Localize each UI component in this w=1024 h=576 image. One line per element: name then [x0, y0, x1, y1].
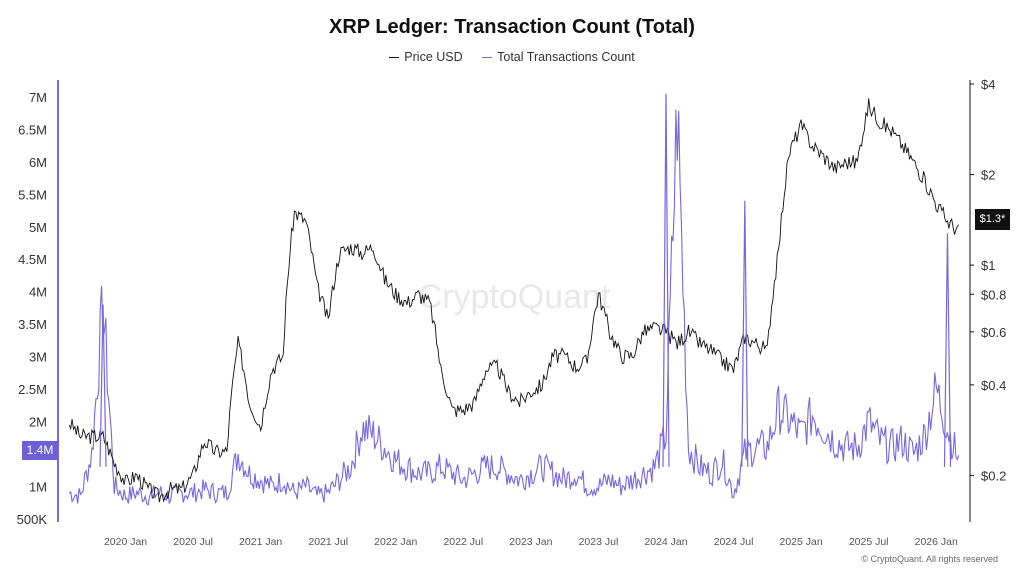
- y-right-tick-label: $0.4: [981, 378, 1006, 393]
- x-tick-label: 2023 Jan: [509, 536, 552, 548]
- x-tick-label: 2024 Jan: [644, 536, 687, 548]
- x-tick-label: 2021 Jul: [308, 536, 348, 548]
- y-left-tick-label: 3M: [29, 350, 47, 365]
- y-left-tick-label: 5.5M: [18, 187, 47, 202]
- legend-label-count: Total Transactions Count: [497, 50, 635, 64]
- x-tick-label: 2020 Jul: [173, 536, 213, 548]
- x-tick-label: 2022 Jul: [443, 536, 483, 548]
- y-left-tick-label: 2.5M: [18, 382, 47, 397]
- x-tick-label: 2021 Jan: [239, 536, 282, 548]
- series-line-transactions-count: [68, 109, 960, 506]
- y-left-tick-label: 6.5M: [18, 122, 47, 137]
- y-left-tick-label: 4M: [29, 285, 47, 300]
- y-left-tick-label: 500K: [17, 512, 48, 527]
- y-right-tick-label: $1: [981, 258, 995, 273]
- count-spike-point: [99, 304, 107, 467]
- x-tick-label: 2025 Jul: [849, 536, 889, 548]
- y-left-tick-label: 1M: [29, 479, 47, 494]
- x-tick-label: 2020 Jan: [104, 536, 147, 548]
- count-spike-point: [741, 200, 749, 467]
- x-tick-label: 2022 Jan: [374, 536, 417, 548]
- x-tick-label: 2025 Jan: [780, 536, 823, 548]
- y-left-tick-label: 5M: [29, 220, 47, 235]
- chart-title: XRP Ledger: Transaction Count (Total): [329, 16, 695, 38]
- y-left-tick-label: 3.5M: [18, 317, 47, 332]
- y-left-tick-label: 6M: [29, 155, 47, 170]
- legend-item-count[interactable]: Total Transactions Count: [482, 50, 635, 64]
- series-line-price-usd: [68, 98, 960, 503]
- count-spike-point: [943, 233, 952, 467]
- legend-swatch-count: [482, 57, 493, 59]
- watermark: CryptoQuant: [418, 278, 611, 316]
- copyright-footer: © CryptoQuant. All rights reserved: [861, 554, 998, 564]
- y-left-tick-label: 2M: [29, 414, 47, 429]
- current-count-badge: 1.4M: [22, 441, 58, 460]
- y-left-tick-label: 4.5M: [18, 252, 47, 267]
- y-left-tick-label: 7M: [29, 90, 47, 105]
- y-right-tick-label: $4: [981, 77, 995, 92]
- count-spike-point: [662, 93, 670, 467]
- legend: Price USD Total Transactions Count: [0, 50, 1024, 64]
- y-right-tick-label: $0.2: [981, 468, 1006, 483]
- y-right-tick-label: $2: [981, 168, 995, 183]
- current-price-badge: $1.3*: [975, 209, 1010, 230]
- legend-swatch-price: [389, 57, 400, 59]
- y-right-tick-label: $0.8: [981, 287, 1006, 302]
- x-tick-label: 2023 Jul: [579, 536, 619, 548]
- x-tick-label: 2026 Jan: [915, 536, 958, 548]
- x-tick-label: 2024 Jul: [714, 536, 754, 548]
- legend-label-price: Price USD: [404, 50, 463, 64]
- y-right-tick-label: $0.6: [981, 325, 1006, 340]
- legend-item-price[interactable]: Price USD: [389, 50, 463, 64]
